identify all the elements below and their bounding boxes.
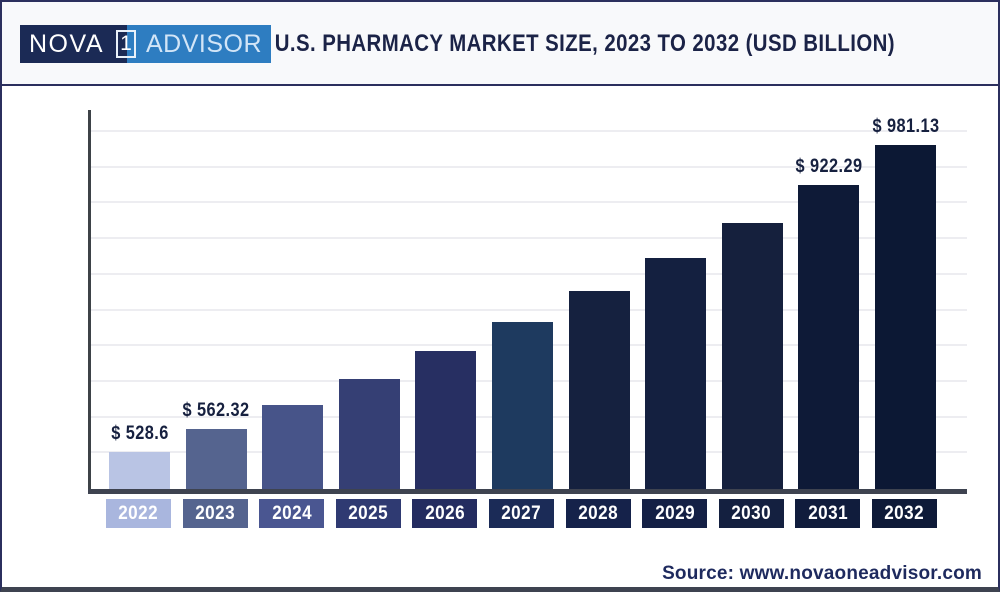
bar-2024 (262, 404, 324, 489)
y-axis-line (88, 110, 91, 489)
x-tick-label: 2028 (578, 502, 619, 524)
gridline (91, 130, 967, 132)
bar-2030 (721, 222, 783, 489)
x-tick-label: 2026 (424, 502, 465, 524)
x-tick-label: 2031 (807, 502, 848, 524)
chart-title: U.S. PHARMACY MARKET SIZE, 2023 TO 2032 … (274, 30, 896, 57)
gridline (91, 165, 967, 168)
x-tick-2028: 2028 (565, 499, 631, 528)
bar-2023 (185, 429, 247, 489)
x-tick-label: 2027 (501, 502, 542, 524)
x-tick-label: 2030 (731, 502, 772, 524)
logo-nova-text: NOVA (20, 25, 114, 63)
x-tick-2027: 2027 (489, 499, 554, 528)
x-tick-2025: 2025 (335, 499, 401, 528)
value-label-2031: $ 922.29 (795, 156, 863, 178)
x-tick-2022: 2022 (106, 499, 171, 528)
gridline (91, 272, 967, 275)
bar-2022 (109, 452, 170, 489)
header: NOVA 1 ADVISOR U.S. PHARMACY MARKET SIZE… (2, 2, 998, 86)
x-tick-label: 2025 (348, 502, 389, 524)
logo-one-box: 1 (114, 25, 138, 63)
bar-2026 (415, 351, 477, 489)
bar-2025 (338, 378, 400, 489)
bar-2032 (875, 145, 936, 489)
value-label-2023: $ 562.32 (182, 400, 250, 422)
bar-2029 (645, 257, 707, 489)
bar-2031 (798, 185, 860, 489)
gridline (91, 201, 967, 204)
logo-advisor-text: ADVISOR (138, 25, 272, 63)
x-tick-2029: 2029 (642, 499, 708, 528)
x-tick-2024: 2024 (259, 499, 325, 528)
title-container: U.S. PHARMACY MARKET SIZE, 2023 TO 2032 … (207, 2, 963, 86)
brand-logo: NOVA 1 ADVISOR (20, 25, 272, 63)
x-tick-2031: 2031 (795, 499, 861, 528)
x-tick-label: 2032 (884, 502, 925, 524)
x-tick-label: 2023 (195, 502, 236, 524)
gridline (91, 237, 967, 240)
x-tick-2032: 2032 (872, 499, 937, 528)
value-label-2032: $ 981.13 (871, 116, 940, 138)
x-tick-label: 2024 (271, 502, 312, 524)
gridline (91, 308, 967, 311)
source-text: Source: www.novaoneadvisor.com (662, 563, 982, 584)
x-tick-label: 2022 (118, 502, 159, 524)
x-axis-baseline (88, 489, 967, 494)
x-tick-label: 2029 (654, 502, 695, 524)
x-tick-2026: 2026 (412, 499, 478, 528)
x-tick-2023: 2023 (182, 499, 248, 528)
plot-area: $ 528.6 $ 562.32 $ 922.29 $ 981.13 (88, 108, 967, 494)
x-tick-2030: 2030 (718, 499, 784, 528)
bar-2027 (492, 322, 553, 489)
bar-2028 (568, 291, 630, 489)
value-label-2022: $ 528.6 (110, 423, 169, 444)
